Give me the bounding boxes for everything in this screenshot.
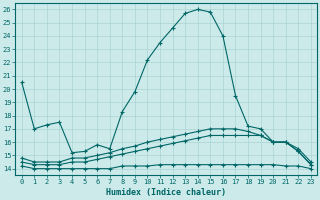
X-axis label: Humidex (Indice chaleur): Humidex (Indice chaleur) <box>106 188 226 197</box>
